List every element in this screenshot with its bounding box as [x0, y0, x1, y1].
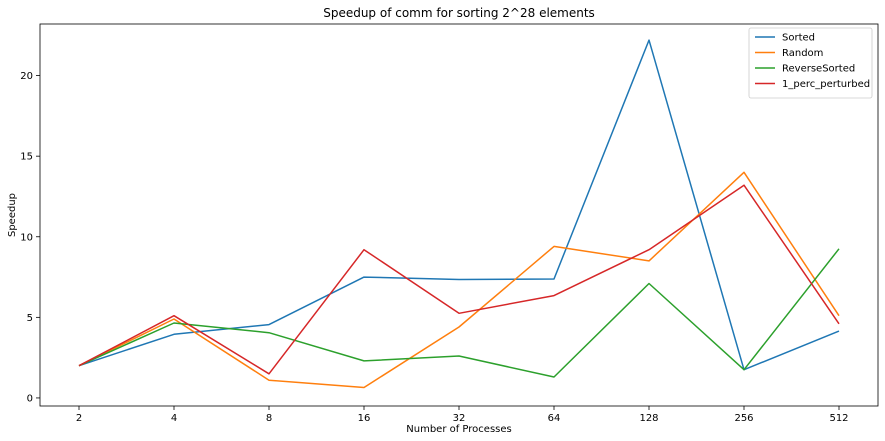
x-tick-label: 64	[548, 413, 561, 424]
x-axis-title: Number of Processes	[406, 424, 511, 435]
series-line-1-perc-perturbed	[78, 184, 840, 375]
y-axis-ticks: 0 5 10 15 20	[20, 71, 40, 404]
legend-label: 1_perc_perturbed	[782, 79, 870, 90]
legend-label: Random	[782, 48, 823, 59]
legend-label: ReverseSorted	[782, 64, 855, 75]
x-tick-label: 8	[266, 413, 272, 424]
x-axis-ticks: 2 4 8 16 32 64 128 256 512	[76, 406, 849, 424]
series-line-random	[78, 171, 840, 389]
y-tick-label: 20	[20, 71, 33, 82]
series-line-sorted	[78, 39, 840, 371]
x-tick-label: 32	[453, 413, 466, 424]
x-tick-label: 4	[171, 413, 177, 424]
x-tick-label: 16	[358, 413, 371, 424]
series-line-reversesorted	[78, 248, 840, 378]
legend: Sorted Random ReverseSorted 1_perc_perturbe…	[748, 27, 873, 99]
y-tick-label: 0	[27, 393, 33, 404]
x-tick-label: 128	[639, 413, 658, 424]
y-axis-title: Speedup	[7, 193, 18, 237]
x-tick-label: 512	[829, 413, 848, 424]
chart-title: Speedup of comm for sorting 2^28 element…	[323, 6, 595, 20]
y-tick-label: 10	[20, 232, 33, 243]
y-tick-label: 5	[27, 313, 33, 324]
legend-label: Sorted	[782, 33, 815, 44]
legend-box	[748, 27, 873, 99]
series-lines	[78, 39, 840, 389]
x-tick-label: 256	[734, 413, 753, 424]
y-tick-label: 15	[20, 152, 33, 163]
x-tick-label: 2	[76, 413, 82, 424]
